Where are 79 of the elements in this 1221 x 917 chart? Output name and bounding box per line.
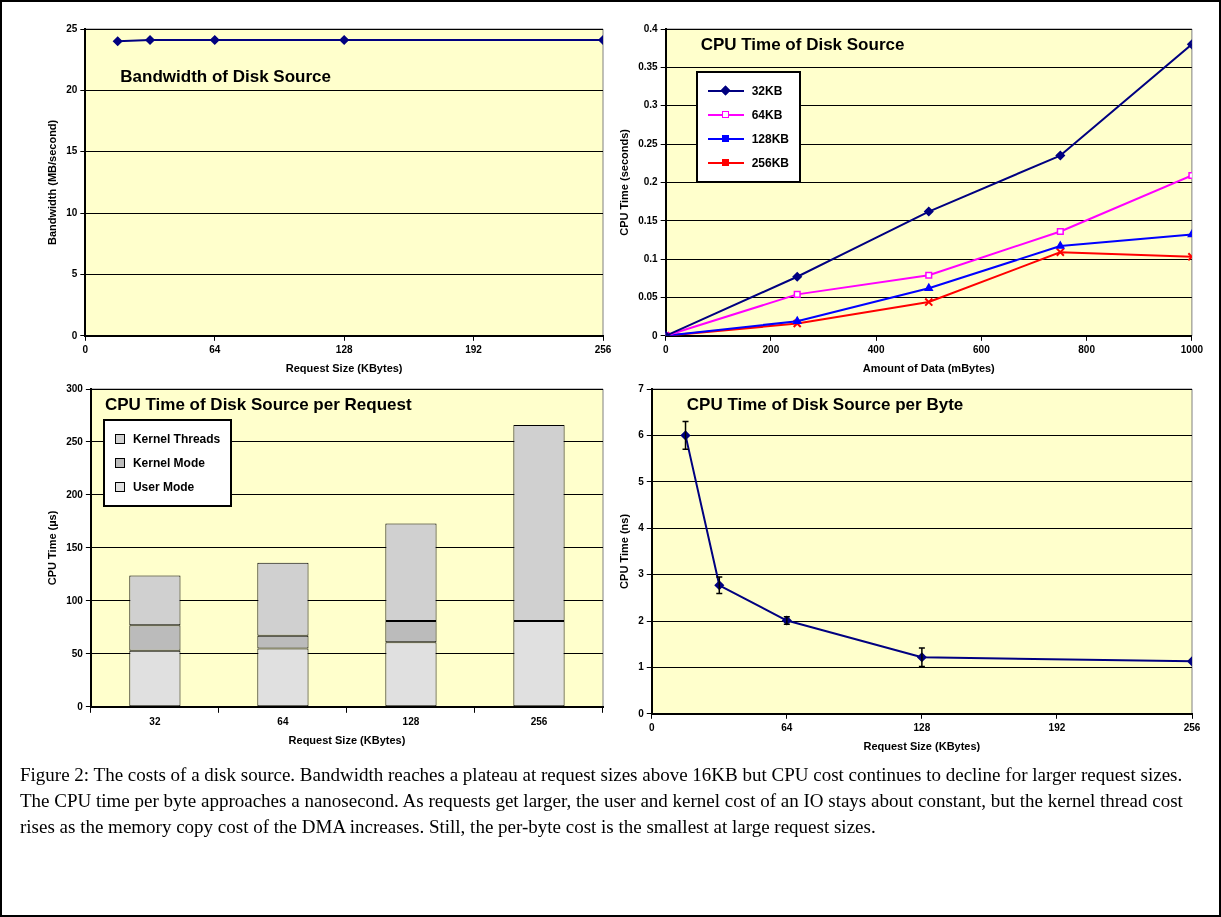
chart-title: CPU Time of Disk Source per Byte	[686, 395, 964, 415]
point	[924, 283, 933, 291]
x-tick-label: 128	[335, 343, 353, 355]
legend-label: 128KB	[751, 132, 790, 146]
point	[793, 290, 801, 298]
caption: Figure 2: The costs of a disk source. Bandwidth reaches a plateau at request sizes above 16KB but CPU cost continues to decline for larger request sizes. The CPU time per byte approaches a nanosecond. As requests get larger, the user and kernel cost of an IO stays about constant, but the kernel thread cost rises as the memory copy cost of the DMA increases. Still, the per-byte cost is the smallest at large request sizes.	[20, 763, 1184, 839]
chart-title: CPU Time of Disk Source	[700, 35, 905, 55]
x-tick-label: 200	[762, 343, 780, 355]
chart-title: CPU Time of Disk Source per Request	[104, 395, 412, 415]
y-tick-label: 25	[66, 22, 78, 34]
y-tick-label: 2	[638, 614, 645, 626]
x-tick-label: 32	[149, 715, 161, 727]
x-tick-label: 192	[465, 343, 483, 355]
x-tick-label: 256	[530, 715, 548, 727]
y-tick-label: 0.1	[643, 252, 659, 264]
y-tick-label: 0.4	[643, 22, 659, 34]
point	[925, 271, 933, 279]
point	[1055, 247, 1065, 257]
y-tick-label: 0	[652, 329, 659, 341]
y-tick-label: 0	[77, 700, 84, 712]
point	[1056, 241, 1065, 249]
x-axis-title: Request Size (KBytes)	[288, 734, 406, 747]
y-tick-label: 20	[66, 84, 78, 96]
point	[793, 316, 802, 324]
y-tick-label: 0	[71, 329, 78, 341]
x-tick-label: 256	[1183, 721, 1201, 733]
y-axis-title: CPU Time (seconds)	[617, 128, 630, 236]
x-tick-label: 256	[594, 343, 612, 355]
y-tick-label: 0.15	[638, 214, 659, 226]
y-tick-label: 0.25	[638, 137, 659, 149]
x-tick-label: 64	[209, 343, 221, 355]
x-axis-title: Amount of Data (mBytes)	[862, 362, 996, 375]
point	[1056, 227, 1064, 236]
x-tick-label: 800	[1078, 343, 1096, 355]
y-tick-label: 100	[66, 594, 84, 606]
y-tick-label: 0	[638, 707, 645, 719]
y-tick-label: 7	[638, 382, 645, 394]
x-tick-label: 128	[402, 715, 420, 727]
x-tick-label: 192	[1048, 721, 1066, 733]
y-axis-title: CPU Time (µs)	[45, 510, 58, 586]
y-axis-title: CPU Time (ns)	[617, 513, 630, 589]
y-tick-label: 5	[71, 268, 78, 280]
y-tick-label: 0.05	[638, 291, 659, 303]
x-tick-label: 64	[781, 721, 793, 733]
legend-label: User Mode	[132, 480, 195, 494]
x-tick-label: 128	[913, 721, 931, 733]
y-tick-label: 4	[638, 521, 645, 533]
point	[792, 271, 802, 282]
y-tick-label: 6	[638, 429, 645, 441]
y-tick-label: 5	[638, 475, 645, 487]
legend-label: 32KB	[751, 84, 783, 98]
legend-label: 256KB	[751, 156, 790, 170]
y-tick-label: 300	[66, 382, 84, 394]
y-tick-label: 0.2	[643, 176, 659, 188]
x-axis-title: Request Size (KBytes)	[863, 740, 981, 753]
y-tick-label: 0.35	[638, 61, 659, 73]
y-tick-label: 50	[71, 647, 84, 659]
y-tick-label: 0.3	[643, 99, 659, 111]
y-tick-label: 1	[638, 661, 645, 673]
y-tick-label: 10	[66, 206, 78, 218]
legend-label: 64KB	[751, 108, 783, 122]
y-tick-label: 250	[66, 435, 84, 447]
text: Bandwidth of Disk Source	[120, 67, 331, 87]
y-tick-label: 3	[638, 568, 645, 580]
y-tick-label: 15	[66, 145, 78, 157]
point	[1055, 150, 1066, 161]
x-tick-label: 0	[662, 343, 669, 355]
y-axis-title: Bandwidth (MB/second)	[45, 119, 58, 246]
x-tick-label: 1000	[1180, 343, 1204, 355]
y-tick-label: 150	[66, 541, 84, 553]
x-axis-title: Request Size (KBytes)	[285, 362, 403, 375]
x-tick-label: 400	[867, 343, 885, 355]
x-tick-label: 600	[973, 343, 991, 355]
x-tick-label: 64	[277, 715, 289, 727]
y-tick-label: 200	[66, 488, 84, 500]
legend-label: Kernel Mode	[132, 456, 205, 470]
point	[924, 206, 934, 217]
legend-label: Kernel Threads	[132, 432, 221, 446]
point	[924, 297, 934, 307]
